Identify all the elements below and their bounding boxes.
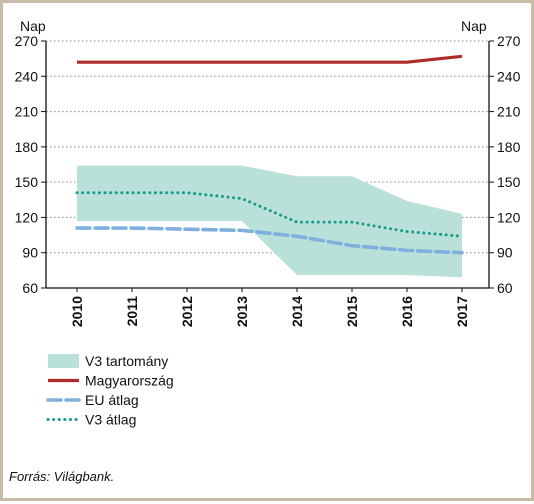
y-unit-left: Nap xyxy=(20,18,46,34)
x-tick-2010: 2010 xyxy=(69,296,85,327)
y-tick-right-210: 210 xyxy=(497,104,521,120)
series-line-solid xyxy=(77,54,463,64)
y-tick-right-270: 270 xyxy=(497,33,521,49)
y-tick-left-270: 270 xyxy=(15,33,39,49)
y-tick-right-240: 240 xyxy=(497,68,521,84)
y-tick-right-90: 90 xyxy=(497,245,513,261)
legend-label-1: Magyarország xyxy=(85,373,174,389)
series-line-dotted xyxy=(75,191,464,238)
x-tick-2013: 2013 xyxy=(234,296,250,327)
series-line-dashed xyxy=(75,226,464,255)
y-tick-left-60: 60 xyxy=(22,280,38,296)
y-tick-right-150: 150 xyxy=(497,174,521,190)
y-tick-left-90: 90 xyxy=(22,245,38,261)
y-tick-left-120: 120 xyxy=(15,209,39,225)
y-tick-right-180: 180 xyxy=(497,139,521,155)
y-unit-right: Nap xyxy=(461,18,487,34)
range-band xyxy=(77,165,462,278)
x-tick-2015: 2015 xyxy=(344,296,360,327)
y-tick-right-120: 120 xyxy=(497,209,521,225)
legend-label-0: V3 tartomány xyxy=(85,353,168,369)
legend-label-2: EU átlag xyxy=(85,392,139,408)
x-tick-2014: 2014 xyxy=(289,296,305,327)
y-tick-left-180: 180 xyxy=(15,139,39,155)
y-tick-right-60: 60 xyxy=(497,280,513,296)
x-tick-2011: 2011 xyxy=(124,296,140,327)
y-tick-left-210: 210 xyxy=(15,104,39,120)
x-tick-2017: 2017 xyxy=(454,296,470,327)
source-note: Forrás: Világbank. xyxy=(9,469,115,484)
legend-swatch-band xyxy=(48,354,79,368)
legend-label-3: V3 átlag xyxy=(85,412,136,428)
y-tick-left-240: 240 xyxy=(15,68,39,84)
y-tick-left-150: 150 xyxy=(15,174,39,190)
x-tick-2012: 2012 xyxy=(179,296,195,327)
line-chart: 60 60 90 90 120 120 150 150 180 180 210 210 240 240 27… xyxy=(15,18,521,428)
x-tick-2016: 2016 xyxy=(399,296,415,327)
